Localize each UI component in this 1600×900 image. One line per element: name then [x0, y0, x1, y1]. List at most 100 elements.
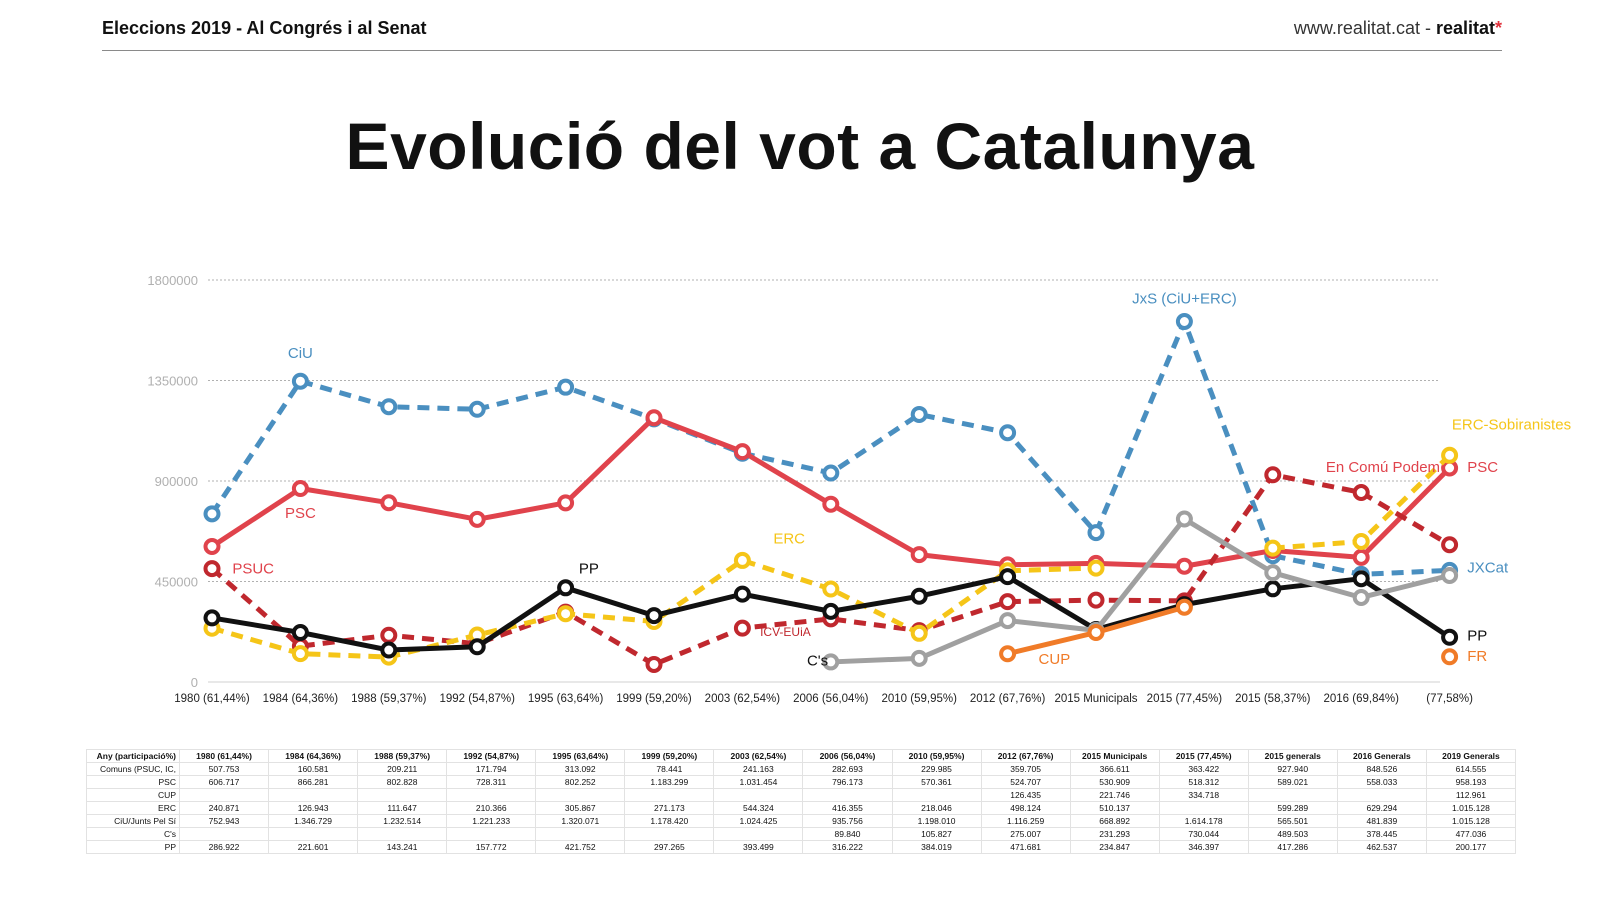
series-label: ERC [773, 531, 805, 548]
table-cell: 589.021 [1247, 775, 1338, 789]
table-cell: 1.031.454 [713, 775, 804, 789]
table-cell: 209.211 [357, 762, 448, 776]
data-point-erc [1441, 446, 1459, 464]
series-label: C's [807, 652, 828, 669]
table-cell: 171.794 [446, 762, 537, 776]
data-point-pp [645, 607, 663, 625]
table-cell: 89.840 [802, 827, 893, 841]
table-cell: 346.397 [1158, 840, 1249, 854]
x-tick-label: 1992 (54,87%) [439, 693, 515, 705]
table-header-cell: 2019 Generals [1425, 749, 1517, 763]
data-point-cs [1441, 566, 1459, 584]
table-cell: 1.183.299 [624, 775, 715, 789]
x-tick-label: 2015 (77,45%) [1147, 693, 1223, 705]
x-tick-label: 1980 (61,44%) [174, 693, 250, 705]
table-cell: 221.746 [1069, 788, 1160, 802]
header-separator: - [1419, 18, 1436, 38]
data-point-psc [557, 494, 575, 512]
table-cell: 927.940 [1247, 762, 1338, 776]
table-cell [535, 827, 626, 841]
table-row: PP 286.922 221.601 143.241 157.772 421.752 297… [86, 840, 1517, 854]
data-point-psuc [999, 593, 1017, 611]
table-cell: CUP [86, 788, 180, 802]
table-cell [1158, 801, 1249, 815]
table-cell [802, 788, 893, 802]
table-cell: 393.499 [713, 840, 804, 854]
brand-star: * [1494, 18, 1502, 38]
table-cell: 1.178.420 [624, 814, 715, 828]
table-cell: 1.198.010 [891, 814, 982, 828]
table-cell: 481.839 [1336, 814, 1427, 828]
table-cell: 417.286 [1247, 840, 1338, 854]
data-point-fr [1441, 648, 1459, 666]
data-point-cs [910, 649, 928, 667]
page-header: Eleccions 2019 - Al Congrés i al Senat w… [102, 14, 1502, 51]
table-cell: 489.503 [1247, 827, 1338, 841]
data-point-cs [999, 612, 1017, 630]
table-cell: 462.537 [1336, 840, 1427, 854]
table-header-cell: 1984 (64,36%) [268, 749, 359, 763]
table-row: C's 89.840 105.827 275.007 231.293 730.044 489… [86, 827, 1517, 841]
data-point-ciu [1175, 313, 1193, 331]
data-point-cs [1175, 510, 1193, 528]
table-cell: 935.756 [802, 814, 893, 828]
table-cell [624, 827, 715, 841]
table-cell [446, 827, 537, 841]
table-cell: 629.294 [1336, 801, 1427, 815]
table-cell: 510.137 [1069, 801, 1160, 815]
data-point-psuc [645, 655, 663, 673]
data-point-pp [557, 579, 575, 597]
table-cell: 524.707 [980, 775, 1071, 789]
table-cell: 282.693 [802, 762, 893, 776]
table-cell: 518.312 [1158, 775, 1249, 789]
data-point-ciu [822, 464, 840, 482]
data-point-psuc [1441, 536, 1459, 554]
x-tick-label: 2006 (56,04%) [793, 693, 869, 705]
table-header-cell: 1988 (59,37%) [357, 749, 448, 763]
table-cell: 231.293 [1069, 827, 1160, 841]
data-point-psc [203, 537, 221, 555]
data-point-psuc [1264, 466, 1282, 484]
table-cell: 796.173 [802, 775, 893, 789]
series-label: PP [1467, 628, 1487, 645]
data-point-cs [822, 653, 840, 671]
data-point-pp [822, 602, 840, 620]
table-cell: 229.985 [891, 762, 982, 776]
data-point-psc [645, 409, 663, 427]
series-label: PSUC [232, 561, 274, 578]
table-cell: 126.435 [980, 788, 1071, 802]
table-cell [268, 827, 359, 841]
table-cell: 112.961 [1425, 788, 1517, 802]
data-point-pp [380, 641, 398, 659]
y-tick-label: 0 [191, 675, 198, 690]
table-cell: 668.892 [1069, 814, 1160, 828]
table-cell: 275.007 [980, 827, 1071, 841]
table-cell: 241.163 [713, 762, 804, 776]
table-cell: 802.252 [535, 775, 626, 789]
table-cell: 160.581 [268, 762, 359, 776]
data-point-psc [291, 480, 309, 498]
x-tick-label: 1988 (59,37%) [351, 693, 427, 705]
table-cell: Comuns (PSUC, IC, [86, 762, 180, 776]
table-cell: 305.867 [535, 801, 626, 815]
table-header-cell: 1999 (59,20%) [624, 749, 715, 763]
data-point-erc [557, 605, 575, 623]
data-point-cup [1087, 623, 1105, 641]
data-point-psuc [733, 619, 751, 637]
table-cell: ERC [86, 801, 180, 815]
data-point-psuc [1087, 591, 1105, 609]
vote-evolution-chart: 0 450000 900000 1350000 1800000 1980 (61,44%)… [147, 273, 1571, 705]
data-point-psuc [1352, 483, 1370, 501]
table-cell: CiU/Junts Pel Sí [86, 814, 180, 828]
y-tick-label: 900000 [155, 474, 198, 489]
x-tick-label: 1999 (59,20%) [616, 693, 692, 705]
series-label: PSC [1467, 459, 1498, 476]
site-url[interactable]: www.realitat.cat [1293, 18, 1420, 38]
table-header-cell: 2015 (77,45%) [1158, 749, 1249, 763]
data-point-ciu [910, 405, 928, 423]
table-cell: 530.909 [1069, 775, 1160, 789]
header-site[interactable]: www.realitat.cat - realitat* [1294, 18, 1502, 39]
table-cell: 498.124 [980, 801, 1071, 815]
table-cell: 210.366 [446, 801, 537, 815]
brand-logo: realitat [1435, 18, 1495, 38]
